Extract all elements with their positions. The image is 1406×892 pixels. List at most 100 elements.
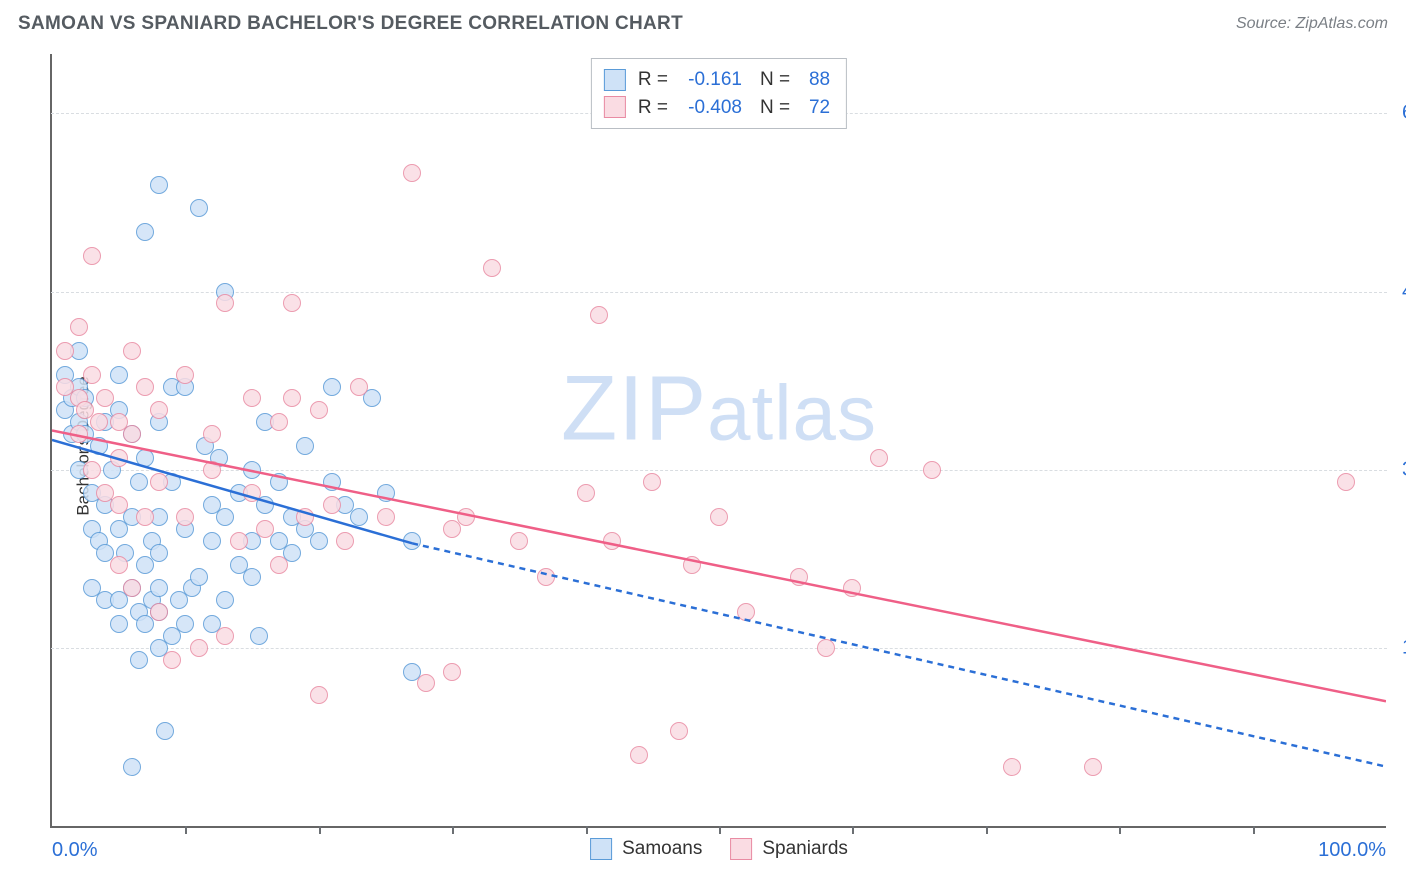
x-tick — [986, 826, 988, 834]
plot-inner: ZIPatlas R = -0.161 N = 88 R = -0.408 N … — [52, 54, 1386, 826]
data-point — [417, 674, 435, 692]
data-point — [150, 603, 168, 621]
data-point — [216, 591, 234, 609]
data-point — [843, 579, 861, 597]
legend-swatch-spaniards-icon — [730, 838, 752, 860]
r-label: R = — [638, 66, 668, 94]
data-point — [350, 508, 368, 526]
data-point — [150, 176, 168, 194]
data-point — [203, 532, 221, 550]
data-point — [603, 532, 621, 550]
data-point — [203, 425, 221, 443]
data-point — [123, 425, 141, 443]
regression-lines — [52, 54, 1386, 826]
data-point — [510, 532, 528, 550]
x-tick — [852, 826, 854, 834]
data-point — [817, 639, 835, 657]
data-point — [130, 651, 148, 669]
data-point — [203, 461, 221, 479]
data-point — [90, 437, 108, 455]
x-tick — [185, 826, 187, 834]
data-point — [156, 722, 174, 740]
data-point — [323, 496, 341, 514]
data-point — [310, 686, 328, 704]
legend-swatch-samoans-icon — [590, 838, 612, 860]
grid-line — [51, 292, 1387, 293]
swatch-spaniards-icon — [604, 96, 626, 118]
data-point — [150, 579, 168, 597]
data-point — [83, 366, 101, 384]
data-point — [216, 627, 234, 645]
data-point — [577, 484, 595, 502]
data-point — [377, 484, 395, 502]
data-point — [457, 508, 475, 526]
data-point — [110, 449, 128, 467]
data-point — [123, 579, 141, 597]
data-point — [176, 508, 194, 526]
data-point — [83, 247, 101, 265]
y-tick-label: 60.0% — [1392, 102, 1406, 125]
data-point — [790, 568, 808, 586]
data-point — [683, 556, 701, 574]
data-point — [336, 532, 354, 550]
data-point — [90, 413, 108, 431]
data-point — [643, 473, 661, 491]
data-point — [737, 603, 755, 621]
data-point — [96, 389, 114, 407]
grid-line — [51, 648, 1387, 649]
y-tick-label: 45.0% — [1392, 280, 1406, 303]
data-point — [323, 378, 341, 396]
data-point — [710, 508, 728, 526]
data-point — [136, 508, 154, 526]
data-point — [243, 568, 261, 586]
data-point — [83, 461, 101, 479]
data-point — [163, 651, 181, 669]
legend-item-samoans: Samoans — [590, 838, 702, 860]
data-point — [403, 532, 421, 550]
data-point — [1084, 758, 1102, 776]
data-point — [310, 532, 328, 550]
data-point — [296, 437, 314, 455]
spaniards-n-value: 72 — [798, 94, 830, 122]
data-point — [123, 758, 141, 776]
legend-label-samoans: Samoans — [622, 838, 702, 860]
y-tick-label: 15.0% — [1392, 636, 1406, 659]
data-point — [136, 449, 154, 467]
data-point — [270, 473, 288, 491]
stats-row-samoans: R = -0.161 N = 88 — [604, 66, 830, 94]
data-point — [176, 615, 194, 633]
data-point — [537, 568, 555, 586]
data-point — [590, 306, 608, 324]
y-tick-label: 30.0% — [1392, 458, 1406, 481]
samoans-n-value: 88 — [798, 66, 830, 94]
n-label-2: N = — [760, 94, 790, 122]
data-point — [190, 639, 208, 657]
samoans-r-value: -0.161 — [676, 66, 742, 94]
data-point — [130, 473, 148, 491]
data-point — [230, 532, 248, 550]
data-point — [296, 508, 314, 526]
x-axis-max-label: 100.0% — [1318, 839, 1386, 862]
x-tick — [452, 826, 454, 834]
watermark: ZIPatlas — [561, 357, 877, 462]
data-point — [110, 615, 128, 633]
data-point — [377, 508, 395, 526]
data-point — [1337, 473, 1355, 491]
source-attribution: Source: ZipAtlas.com — [1236, 15, 1388, 33]
data-point — [243, 484, 261, 502]
n-label: N = — [760, 66, 790, 94]
data-point — [670, 722, 688, 740]
data-point — [150, 544, 168, 562]
data-point — [323, 473, 341, 491]
x-tick — [319, 826, 321, 834]
data-point — [483, 259, 501, 277]
series-legend: Samoans Spaniards — [590, 838, 848, 860]
data-point — [870, 449, 888, 467]
correlation-stats-box: R = -0.161 N = 88 R = -0.408 N = 72 — [591, 58, 847, 129]
x-tick — [719, 826, 721, 834]
data-point — [403, 164, 421, 182]
data-point — [150, 401, 168, 419]
chart-title: SAMOAN VS SPANIARD BACHELOR'S DEGREE COR… — [18, 13, 683, 35]
data-point — [110, 496, 128, 514]
data-point — [1003, 758, 1021, 776]
